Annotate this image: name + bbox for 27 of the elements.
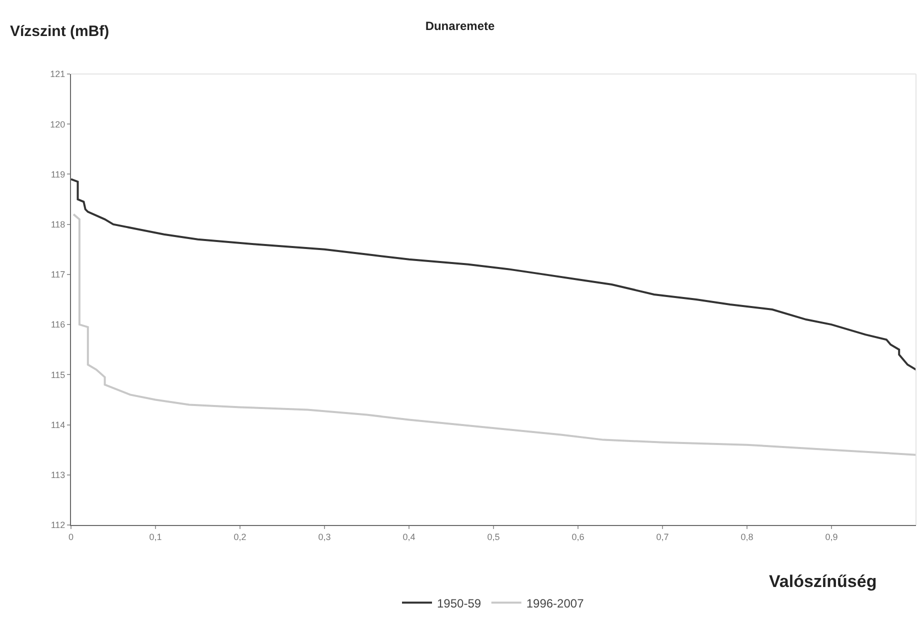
legend-label: 1996-2007	[526, 596, 584, 610]
y-tick-label: 112	[50, 520, 66, 530]
legend-label: 1950-59	[437, 596, 482, 610]
y-tick-label: 113	[50, 470, 66, 480]
y-tick-label: 117	[50, 270, 66, 280]
x-tick-label: 0,5	[487, 532, 500, 542]
x-tick-label: 0,1	[149, 532, 162, 542]
x-axis-title: Valószínűség	[769, 572, 877, 591]
x-tick-label: 0,6	[572, 532, 584, 542]
chart-title: Dunaremete	[425, 19, 496, 34]
x-tick-label: 0,2	[234, 532, 246, 542]
x-tick-label: 0,4	[402, 532, 416, 542]
y-tick-label: 119	[50, 169, 66, 180]
x-tick-label: 0,9	[825, 532, 838, 542]
y-tick-label: 120	[50, 119, 66, 130]
y-tick-label: 115	[50, 370, 66, 380]
y-tick-label: 114	[50, 420, 66, 430]
y-tick-label: 118	[50, 219, 66, 230]
y-axis-title: Vízszint (mBf)	[10, 23, 110, 40]
x-tick-label: 0	[68, 532, 74, 542]
x-tick-label: 0,8	[740, 532, 754, 542]
x-tick-label: 0,3	[318, 532, 331, 542]
y-tick-label: 116	[50, 320, 66, 330]
line-series	[71, 178, 916, 371]
line-series	[72, 213, 916, 456]
x-tick-label: 0,7	[656, 532, 669, 542]
y-tick-label: 121	[50, 69, 66, 80]
